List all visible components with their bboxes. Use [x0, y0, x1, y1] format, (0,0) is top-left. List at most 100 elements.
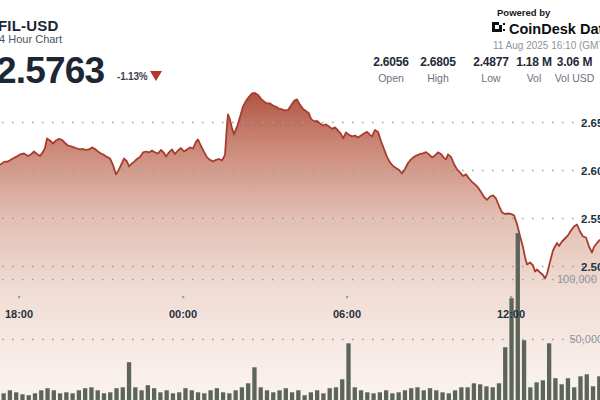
- volume-bar: [371, 393, 375, 400]
- volume-bar: [315, 390, 319, 400]
- volume-bar: [503, 347, 507, 400]
- volume-bar: [215, 388, 219, 400]
- volume-bar: [121, 387, 125, 400]
- volume-axis-label: 50,000: [570, 333, 600, 345]
- volume-bar: [77, 390, 81, 400]
- volume-bar: [403, 390, 407, 400]
- current-price: 2.5763: [0, 50, 104, 92]
- time-tick-dot: [182, 296, 184, 298]
- volume-bar: [534, 382, 538, 400]
- price-axis-label: 2.50: [581, 261, 600, 273]
- time-tick-dot: [510, 296, 512, 298]
- volume-bar: [302, 395, 306, 400]
- price-axis-label: 2.60: [581, 165, 600, 177]
- volume-bar: [397, 392, 401, 400]
- powered-by-label: Powered by: [497, 7, 550, 18]
- volume-bar: [127, 362, 131, 400]
- volume-bar: [321, 393, 325, 400]
- volume-bar: [522, 340, 526, 400]
- volume-bar: [328, 388, 332, 400]
- volume-bar: [591, 386, 595, 400]
- stat-volume-usd: 3.06 M Vol USD: [540, 55, 600, 84]
- price-axis-label: 2.55: [581, 213, 600, 225]
- volume-bar: [478, 384, 482, 400]
- volume-bar: [39, 390, 43, 400]
- volume-bar: [233, 390, 237, 400]
- time-axis-label: 00:00: [169, 308, 197, 320]
- volume-bar: [340, 379, 344, 400]
- volume-bar: [440, 392, 444, 400]
- volume-bar: [547, 343, 551, 400]
- volume-bar: [447, 393, 451, 400]
- volume-bar: [227, 393, 231, 400]
- volume-bar: [472, 383, 476, 400]
- volume-bar: [346, 343, 350, 400]
- volume-bar: [434, 390, 438, 400]
- chart-range-subtitle: 24 Hour Chart: [0, 33, 62, 45]
- volume-bar: [578, 376, 582, 400]
- volume-bar: [465, 387, 469, 400]
- volume-bar: [252, 367, 256, 400]
- volume-bar: [64, 392, 68, 400]
- volume-bar: [108, 392, 112, 400]
- volume-bar: [384, 390, 388, 400]
- volume-bar: [353, 387, 357, 400]
- volume-bar: [196, 392, 200, 400]
- volume-bar: [70, 393, 74, 400]
- volume-bar: [133, 387, 137, 400]
- volume-bar: [566, 378, 570, 400]
- volume-bar: [265, 390, 269, 400]
- volume-bar: [165, 390, 169, 400]
- volume-bar: [152, 388, 156, 400]
- volume-bar: [89, 387, 93, 400]
- volume-bar: [8, 390, 12, 400]
- volume-bar: [409, 388, 413, 400]
- volume-usd-label: Vol USD: [540, 72, 600, 84]
- volume-bar: [14, 392, 18, 400]
- volume-bar: [290, 392, 294, 400]
- volume-bar: [572, 387, 576, 400]
- volume-bar: [560, 384, 564, 400]
- volume-bar: [2, 393, 6, 400]
- volume-bar: [309, 392, 313, 400]
- time-axis-label: 18:00: [5, 308, 33, 320]
- fil-usd-chart-widget: 2.652.602.552.50100,00050,00018:0000:000…: [0, 0, 600, 400]
- volume-bar: [190, 390, 194, 400]
- volume-bar: [139, 390, 143, 400]
- volume-bar: [553, 378, 557, 400]
- volume-bar: [259, 387, 263, 400]
- volume-bar: [114, 388, 118, 400]
- time-axis-label: 12:00: [497, 308, 525, 320]
- volume-bar: [221, 392, 225, 400]
- volume-bar: [277, 390, 281, 400]
- volume-bar: [422, 390, 426, 400]
- volume-bar: [177, 392, 181, 400]
- price-axis-label: 2.65: [581, 117, 600, 129]
- volume-bar: [240, 387, 244, 400]
- volume-bar: [246, 383, 250, 400]
- volume-bar: [58, 393, 62, 400]
- volume-bar: [83, 388, 87, 400]
- volume-bar: [183, 388, 187, 400]
- volume-bar: [484, 386, 488, 400]
- volume-usd-value: 3.06 M: [540, 55, 600, 69]
- volume-bar: [102, 393, 106, 400]
- volume-bar: [334, 387, 338, 400]
- coindesk-logo-icon: [492, 22, 505, 35]
- price-change-percent: -1.13%: [117, 71, 148, 82]
- volume-bar: [428, 388, 432, 400]
- volume-bar: [528, 387, 532, 400]
- volume-bar: [271, 392, 275, 400]
- volume-bar: [208, 390, 212, 400]
- volume-bar: [459, 387, 463, 400]
- brand-name: CoinDesk Data: [509, 21, 600, 37]
- volume-bar: [27, 395, 31, 400]
- volume-bar: [171, 393, 175, 400]
- volume-bar: [33, 393, 37, 400]
- volume-bar: [453, 390, 457, 400]
- volume-bar: [541, 380, 545, 400]
- volume-bar: [202, 393, 206, 400]
- timestamp: 11 Aug 2025 16:10 (GMT): [493, 40, 600, 51]
- time-tick-dot: [18, 296, 20, 298]
- volume-bar: [296, 390, 300, 400]
